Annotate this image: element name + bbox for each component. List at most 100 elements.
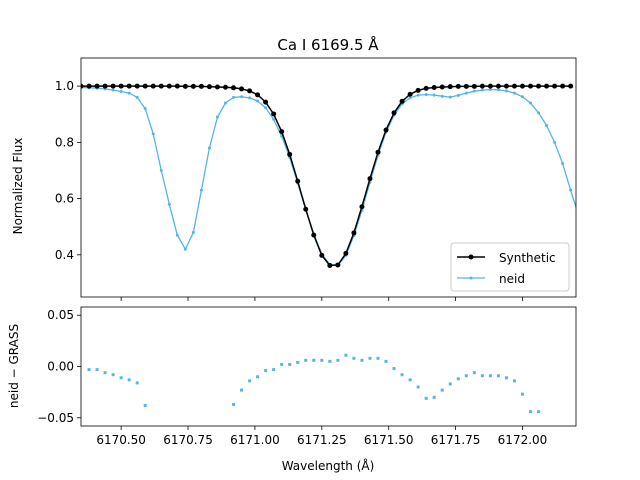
synthetic-series-point [359, 204, 365, 210]
synthetic-series-point [327, 263, 333, 269]
legend-marker-synthetic [468, 254, 474, 260]
synthetic-series-point [222, 84, 228, 90]
bottom-axes-frame [80, 306, 577, 427]
synthetic-series-point [279, 129, 285, 135]
bottom-y-axis-label: neid − GRASS [7, 324, 21, 408]
synthetic-series-point [214, 84, 220, 90]
synthetic-series-point [447, 84, 453, 90]
neid-series-point [529, 101, 533, 105]
synthetic-series-point [118, 83, 124, 89]
neid-series-point [472, 89, 476, 93]
residual-point [440, 388, 444, 392]
top-y-tick-label: 0.4 [55, 248, 74, 262]
synthetic-series-point [110, 83, 116, 89]
residual-point [464, 374, 468, 378]
neid-series-point [183, 247, 187, 251]
synthetic-series-point [439, 84, 445, 90]
neid-series-point [191, 230, 195, 234]
residual-point [280, 362, 284, 366]
residual-point [529, 410, 533, 414]
neid-series-point [545, 123, 549, 127]
residual-point [135, 381, 139, 385]
synthetic-series-point [519, 83, 525, 89]
top-y-tick-label: 1.0 [55, 79, 74, 93]
synthetic-series-point [166, 83, 172, 89]
neid-series-point [561, 161, 565, 165]
residual-point [312, 358, 316, 362]
legend-label-synthetic: Synthetic [499, 251, 556, 265]
residual-point [537, 410, 541, 414]
synthetic-series-point [303, 206, 309, 212]
top-axes-frame [80, 57, 577, 298]
synthetic-series-point [479, 83, 485, 89]
bottom-y-tick-label: −0.05 [37, 411, 74, 425]
residual-point [248, 379, 252, 383]
neid-series-point [248, 96, 252, 100]
residual-point [143, 403, 147, 407]
residual-panel: neid − GRASS Wavelength (Å) −0.05 0.00 0.0… [7, 306, 577, 473]
residual-point [400, 373, 404, 377]
synthetic-series-point [94, 83, 100, 89]
residual-point [504, 376, 508, 380]
neid-series-point [151, 132, 155, 136]
residual-point [368, 356, 372, 360]
residual-point [424, 396, 428, 400]
residual-point [480, 374, 484, 378]
x-axis-label: Wavelength (Å) [282, 458, 375, 473]
top-y-axis-label: Normalized Flux [11, 138, 25, 235]
flux-panel: Ca I 6169.5 Å Normalized Flux 0.4 0.6 0.8 1… [11, 35, 577, 301]
synthetic-series-point [319, 252, 325, 258]
synthetic-series-point [375, 149, 381, 155]
residual-point [488, 374, 492, 378]
synthetic-series-point [423, 85, 429, 91]
residual-point [288, 362, 292, 366]
neid-series-point [199, 188, 203, 192]
synthetic-series-point [134, 83, 140, 89]
synthetic-series-point [351, 230, 357, 236]
synthetic-series-point [503, 83, 509, 89]
neid-series-point [488, 87, 492, 91]
neid-series-point [215, 115, 219, 119]
bottom-x-tick-label: 6171.00 [230, 433, 280, 447]
synthetic-series-point [536, 83, 542, 89]
residual-point [352, 356, 356, 360]
synthetic-series-point [487, 83, 493, 89]
synthetic-series-point [568, 83, 574, 89]
residual-point [320, 358, 324, 362]
residual-point [272, 368, 276, 372]
synthetic-series-point [560, 83, 566, 89]
neid-series-point [111, 88, 115, 92]
neid-series-point [456, 93, 460, 97]
neid-series-point [464, 91, 468, 95]
synthetic-series-point [391, 110, 397, 116]
top-y-tick-label: 0.6 [55, 192, 74, 206]
residual-point [119, 376, 123, 380]
neid-series-point [504, 89, 508, 93]
residual-point [392, 367, 396, 371]
residual-point [432, 395, 436, 399]
synthetic-series-point [399, 98, 405, 104]
synthetic-series-point [311, 232, 317, 238]
neid-series-point [175, 233, 179, 237]
bottom-x-tick-label: 6171.50 [364, 433, 414, 447]
top-y-ticks: 0.4 0.6 0.8 1.0 [55, 79, 81, 262]
neid-series-point [159, 168, 163, 172]
residual-point [95, 368, 99, 372]
synthetic-series-point [544, 83, 550, 89]
neid-series-point [143, 107, 147, 111]
neid-series-point [520, 95, 524, 99]
residual-point [336, 358, 340, 362]
residual-point [456, 377, 460, 381]
residual-point [296, 360, 300, 364]
residual-point [264, 369, 268, 373]
neid-series-point [537, 111, 541, 115]
residual-point [512, 379, 516, 383]
synthetic-series-point [471, 83, 477, 89]
bottom-x-tick-label: 6171.75 [431, 433, 481, 447]
synthetic-series-point [511, 83, 517, 89]
residual-point [384, 359, 388, 363]
synthetic-series-point [231, 85, 237, 91]
neid-series-point [553, 140, 557, 144]
neid-series-point [416, 93, 420, 97]
